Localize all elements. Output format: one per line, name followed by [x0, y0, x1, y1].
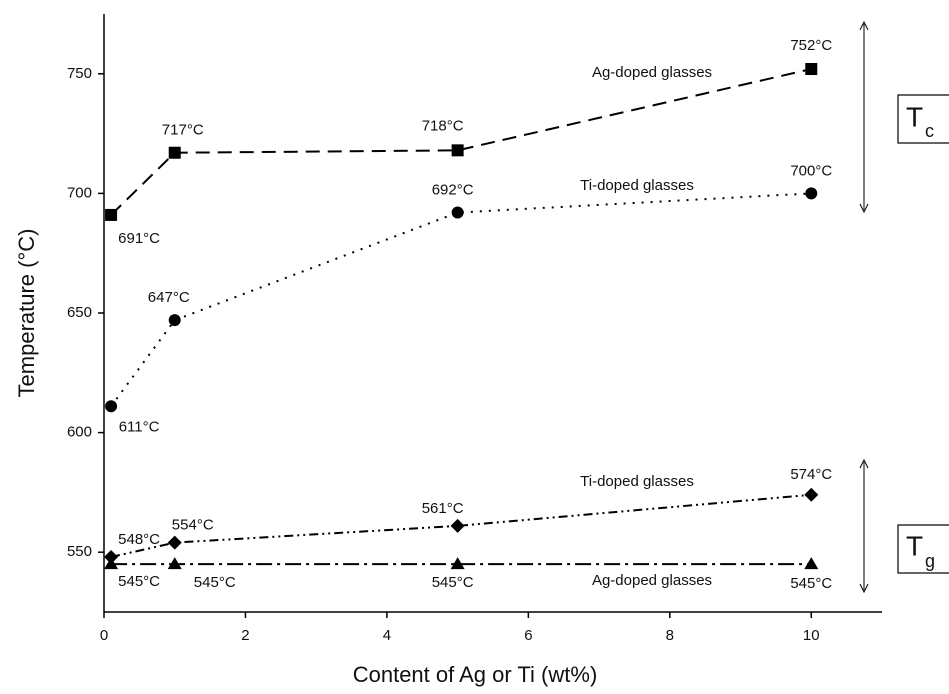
marker	[105, 400, 118, 413]
marker	[105, 208, 118, 221]
x-tick-label: 10	[803, 627, 820, 644]
data-label: 752°C	[790, 37, 832, 54]
tg-bracket	[859, 458, 949, 594]
data-label: 574°C	[790, 466, 832, 483]
marker	[450, 557, 465, 570]
tc-subscript: c	[925, 121, 934, 141]
data-label: 554°C	[172, 517, 214, 534]
marker	[167, 535, 182, 550]
y-tick-label: 750	[67, 65, 92, 82]
marker	[167, 557, 182, 570]
y-tick-label: 550	[67, 543, 92, 560]
data-label: 611°C	[119, 418, 160, 435]
x-axis-title: Content of Ag or Ti (wt%)	[353, 662, 598, 687]
x-tick-label: 0	[100, 627, 108, 644]
series-label: Ti-doped glasses	[580, 177, 694, 194]
x-tick-label: 2	[241, 627, 249, 644]
data-label: 548°C	[118, 531, 160, 548]
series-label: Ti-doped glasses	[580, 473, 694, 490]
data-label: 647°C	[148, 289, 190, 306]
marker	[104, 549, 119, 564]
marker	[168, 146, 181, 159]
x-tick-label: 8	[666, 627, 674, 644]
tg-subscript: g	[925, 551, 935, 571]
marker	[451, 144, 464, 157]
marker	[451, 206, 464, 219]
data-label: 545°C	[194, 574, 236, 591]
tc-label: T	[906, 101, 923, 132]
y-axis-title: Temperature (°C)	[14, 229, 39, 398]
data-label: 545°C	[432, 574, 474, 591]
y-tick-label: 600	[67, 424, 92, 441]
data-label: 561°C	[422, 500, 464, 517]
marker	[804, 557, 819, 570]
data-label: 545°C	[118, 573, 160, 590]
marker	[805, 63, 818, 76]
tc-bracket	[859, 20, 949, 214]
marker	[804, 487, 819, 502]
y-tick-label: 650	[67, 304, 92, 321]
series-line	[110, 192, 812, 407]
data-label: 717°C	[162, 122, 204, 139]
x-tick-label: 4	[383, 627, 391, 644]
marker	[450, 518, 465, 533]
series-line	[110, 68, 812, 216]
marker	[104, 557, 119, 570]
series-label: Ag-doped glasses	[592, 572, 712, 589]
x-tick-label: 6	[524, 627, 532, 644]
data-label: 700°C	[790, 162, 832, 179]
series-line	[110, 493, 812, 558]
data-label: 691°C	[118, 230, 160, 247]
marker	[805, 187, 818, 200]
y-tick-label: 700	[67, 184, 92, 201]
series-label: Ag-doped glasses	[592, 64, 712, 81]
data-label: 545°C	[790, 575, 832, 592]
data-label: 718°C	[422, 117, 464, 134]
marker	[168, 314, 181, 327]
data-label: 692°C	[432, 182, 474, 199]
tg-label: T	[906, 530, 923, 561]
